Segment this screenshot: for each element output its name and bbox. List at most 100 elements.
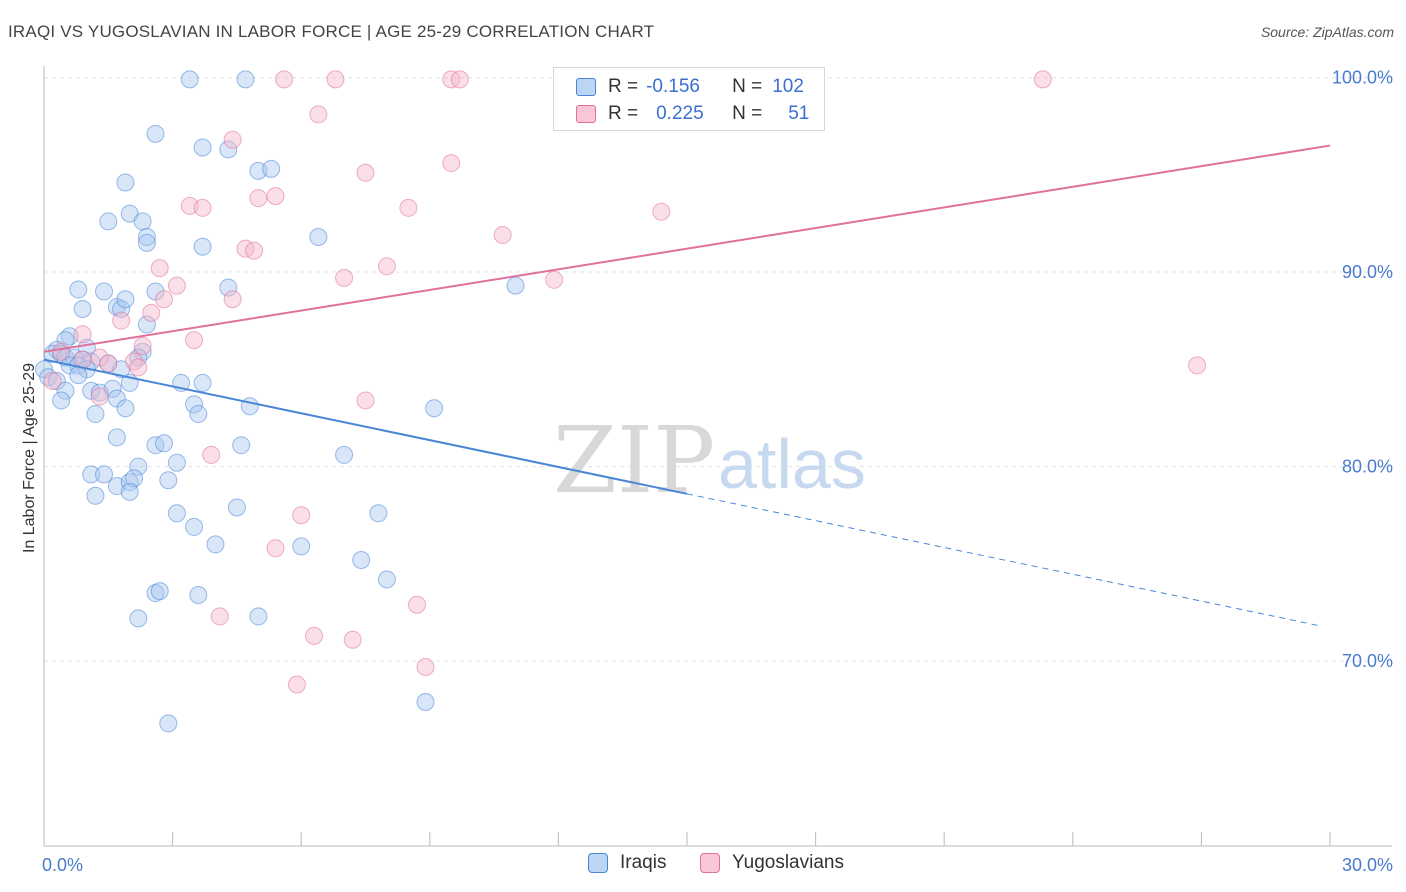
legend-r-value: 0.225 (656, 103, 704, 124)
point-iraqis (133, 212, 152, 231)
point-iraqis (146, 124, 165, 143)
trend-lines (43, 144, 1331, 627)
y-tick-label: 80.0% (1342, 457, 1393, 477)
point-iraqis (99, 212, 118, 231)
legend-n-value: 102 (772, 76, 804, 97)
point-iraqis (377, 570, 396, 589)
point-yugoslavians (493, 226, 512, 245)
trend-extension-iraqis (686, 493, 1322, 627)
point-iraqis (129, 609, 148, 628)
point-iraqis (193, 373, 212, 392)
point-iraqis (137, 315, 156, 334)
point-iraqis (129, 457, 148, 476)
legend-n-label: N = (732, 76, 763, 97)
point-yugoslavians (223, 130, 242, 149)
legend-row-iraqis: R = -0.156 N = 102 (576, 74, 804, 100)
legend-n-label: N = (732, 103, 763, 124)
legend-n-value: 51 (788, 103, 810, 124)
point-yugoslavians (155, 290, 174, 309)
point-yugoslavians (193, 198, 212, 217)
point-iraqis (82, 465, 101, 484)
point-iraqis (416, 693, 435, 712)
point-iraqis (309, 228, 328, 247)
point-iraqis (167, 453, 186, 472)
point-yugoslavians (407, 595, 426, 614)
point-yugoslavians (52, 342, 71, 361)
point-iraqis (73, 299, 92, 318)
point-yugoslavians (1188, 356, 1207, 375)
point-yugoslavians (142, 303, 161, 322)
x-tick-label: 30.0% (1342, 855, 1393, 875)
point-yugoslavians (266, 539, 285, 558)
point-yugoslavians (399, 198, 418, 217)
point-iraqis (185, 395, 204, 414)
point-yugoslavians (266, 187, 285, 206)
y-tick-label: 100.0% (1332, 67, 1393, 87)
point-yugoslavians (112, 311, 131, 330)
point-iraqis (180, 70, 199, 89)
point-yugoslavians (249, 189, 268, 208)
point-iraqis (69, 280, 88, 299)
point-yugoslavians (73, 325, 92, 344)
point-iraqis (185, 517, 204, 536)
point-yugoslavians (43, 371, 62, 390)
legend-item-yugoslavians[interactable]: Yugoslavians (700, 852, 844, 874)
point-iraqis (159, 714, 178, 733)
point-iraqis (150, 582, 169, 601)
point-yugoslavians (356, 391, 375, 410)
point-yugoslavians (167, 276, 186, 295)
point-yugoslavians (652, 202, 671, 221)
point-yugoslavians (245, 241, 264, 260)
chart-title: IRAQI VS YUGOSLAVIAN IN LABOR FORCE | AG… (8, 22, 655, 41)
point-iraqis (352, 550, 371, 569)
point-iraqis (193, 237, 212, 256)
legend-item-iraqis[interactable]: Iraqis (588, 852, 666, 874)
point-iraqis (335, 445, 354, 464)
point-iraqis (155, 434, 174, 453)
point-yugoslavians (450, 70, 469, 89)
point-iraqis (95, 282, 114, 301)
y-tick-label: 70.0% (1342, 651, 1393, 671)
point-yugoslavians (356, 163, 375, 182)
legend-row-yugoslavians: R = 0.225 N = 51 (576, 101, 809, 127)
y-tick-label: 90.0% (1342, 262, 1393, 282)
point-iraqis (95, 465, 114, 484)
x-tick-label: 0.0% (42, 855, 83, 875)
legend-swatch-pink (576, 105, 596, 123)
point-yugoslavians (129, 358, 148, 377)
point-yugoslavians (90, 387, 109, 406)
point-iraqis (137, 228, 156, 247)
trend-line-yugoslavians (43, 144, 1331, 353)
point-iraqis (227, 498, 246, 517)
point-iraqis (193, 138, 212, 157)
point-iraqis (167, 504, 186, 523)
tick-labels: 70.0% 80.0% 90.0% 100.0% 0.0% 30.0% (42, 67, 1393, 875)
point-iraqis (107, 428, 126, 447)
watermark-zip: ZIP (553, 407, 715, 514)
point-iraqis (506, 276, 525, 295)
point-iraqis (262, 159, 281, 178)
point-iraqis (219, 140, 238, 159)
point-yugoslavians (326, 70, 345, 89)
point-yugoslavians (202, 445, 221, 464)
point-iraqis (56, 381, 75, 400)
point-iraqis (86, 405, 105, 424)
series-legend: Iraqis Yugoslavians (0, 852, 1406, 878)
legend-label-yugoslavians: Yugoslavians (732, 852, 844, 873)
point-iraqis (116, 399, 135, 418)
point-yugoslavians (335, 268, 354, 287)
legend-swatch-blue (576, 78, 596, 96)
point-iraqis (369, 504, 388, 523)
point-iraqis (232, 436, 251, 455)
point-yugoslavians (133, 336, 152, 355)
point-iraqis (292, 537, 311, 556)
chart-source: Source: ZipAtlas.com (1260, 24, 1394, 40)
point-iraqis (137, 233, 156, 252)
watermark-atlas: atlas (718, 425, 866, 503)
stats-legend: R = -0.156 N = 102 R = 0.225 N = 51 (553, 67, 825, 131)
point-yugoslavians (185, 331, 204, 350)
point-iraqis (159, 471, 178, 490)
point-iraqis (116, 173, 135, 192)
point-yugoslavians (442, 154, 461, 173)
point-yugoslavians (99, 354, 118, 373)
